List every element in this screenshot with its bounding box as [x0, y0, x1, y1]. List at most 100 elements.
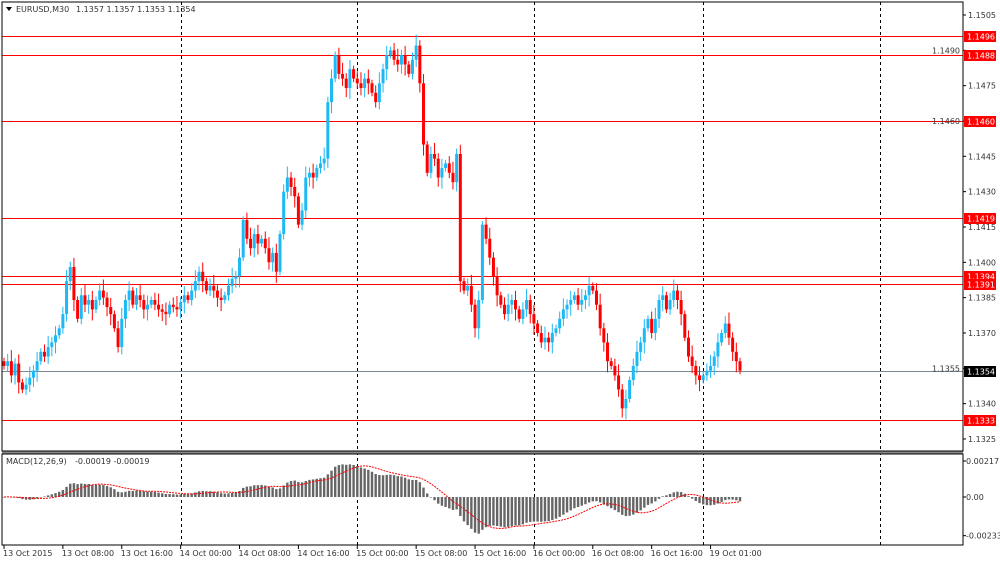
chart-symbol: EURUSD,M30 — [16, 5, 69, 14]
candle-body — [168, 304, 172, 315]
macd-panel-frame — [1, 453, 964, 546]
macd-histogram-bar — [260, 485, 263, 497]
level-label-bg — [964, 50, 996, 61]
macd-histogram-bar — [105, 486, 109, 497]
level-label: 1.1488 — [967, 52, 995, 61]
macd-histogram-bar — [194, 492, 197, 497]
candle-body — [171, 304, 175, 308]
candle-body — [252, 234, 256, 249]
macd-histogram-bar — [50, 494, 54, 497]
macd-histogram-bar — [551, 497, 554, 521]
candle-body — [87, 299, 91, 305]
macd-histogram-bar — [80, 483, 83, 497]
macd-histogram-bar — [230, 492, 234, 497]
macd-histogram-bar — [91, 484, 94, 497]
macd-histogram-bar — [245, 486, 249, 497]
macd-histogram-bar — [124, 491, 127, 497]
candle-body — [278, 234, 282, 272]
macd-histogram-bar — [676, 491, 679, 497]
macd-histogram-bar — [102, 485, 105, 497]
time-label: 14 Oct 00:00 — [180, 549, 232, 558]
macd-histogram-bar — [735, 497, 738, 501]
macd-histogram-bar — [330, 470, 333, 497]
candle-body — [226, 285, 230, 296]
level-label-bg — [964, 271, 996, 282]
candle-body — [333, 55, 337, 79]
macd-histogram-bar — [613, 497, 617, 511]
candle-body — [296, 196, 300, 225]
macd-histogram-bar — [227, 493, 230, 497]
candle-body — [606, 342, 610, 362]
macd-histogram-bar — [208, 491, 212, 497]
macd-histogram-bar — [39, 497, 42, 498]
candle-body — [594, 290, 598, 305]
candle-body — [359, 83, 363, 89]
candle-body — [197, 271, 201, 282]
candle-body — [576, 295, 580, 305]
candle-body — [455, 153, 459, 183]
macd-histogram-bar — [219, 493, 223, 497]
candle-body — [429, 153, 433, 173]
time-label: 15 Oct 08:00 — [415, 549, 467, 558]
candle-body — [157, 304, 161, 310]
candle-body — [381, 69, 385, 84]
candle-body — [543, 337, 547, 343]
candle-body — [245, 219, 249, 239]
macd-histogram-bar — [584, 497, 587, 505]
macd-histogram-bar — [374, 474, 377, 497]
candle-body — [293, 186, 297, 197]
level-label: 1.1333 — [967, 417, 995, 426]
candle-body — [477, 299, 481, 329]
candle-body — [13, 363, 17, 376]
macd-histogram-bar — [58, 491, 61, 497]
candle-body — [547, 337, 551, 343]
candle-body — [723, 323, 727, 333]
macd-histogram-bar — [43, 496, 46, 497]
macd-histogram-bar — [668, 493, 672, 497]
candle-body — [35, 361, 39, 371]
macd-histogram-bar — [223, 493, 226, 497]
candle-body — [300, 210, 304, 225]
macd-histogram-bar — [400, 476, 403, 497]
macd-values: -0.00019 -0.00019 — [75, 457, 149, 466]
macd-histogram-bar — [304, 481, 307, 497]
macd-tick-label: -0.00233 — [966, 532, 1000, 541]
candle-body — [256, 234, 260, 244]
macd-histogram-bar — [389, 474, 392, 497]
candle-body — [466, 285, 470, 291]
candle-body — [613, 365, 617, 376]
candle-body — [142, 299, 146, 310]
macd-histogram-bar — [113, 489, 116, 497]
candle-body — [341, 73, 345, 79]
candle-body — [716, 342, 720, 357]
candle-body — [587, 285, 591, 296]
macd-histogram-bar — [440, 497, 444, 506]
macd-histogram-bar — [337, 465, 341, 497]
price-tick-label: 1.1355 — [932, 364, 960, 373]
candle-body — [101, 290, 105, 298]
candle-body — [352, 69, 356, 79]
macd-histogram-bar — [2, 497, 6, 498]
horizontal-levels[interactable] — [2, 36, 963, 421]
macd-histogram-bar — [175, 494, 179, 497]
macd-histogram-bar — [514, 497, 517, 526]
triangle-down-icon[interactable] — [6, 7, 12, 11]
macd-histogram-bar — [595, 497, 598, 502]
candle-body — [624, 398, 628, 409]
candle-body — [223, 295, 227, 300]
candle-body — [469, 285, 473, 305]
candle-body — [514, 299, 518, 310]
candle-body — [94, 299, 98, 310]
price-tick-label: 1.1475 — [968, 82, 996, 91]
candle-body — [131, 290, 135, 305]
candle-body — [9, 361, 13, 376]
candle-body — [609, 361, 613, 366]
macd-histogram-bar — [650, 497, 653, 504]
candle-body — [738, 361, 742, 371]
macd-histogram-bar — [356, 466, 359, 497]
macd-histogram-bar — [547, 497, 550, 522]
candle-body — [679, 299, 683, 315]
macd-histogram-bar — [448, 497, 451, 509]
